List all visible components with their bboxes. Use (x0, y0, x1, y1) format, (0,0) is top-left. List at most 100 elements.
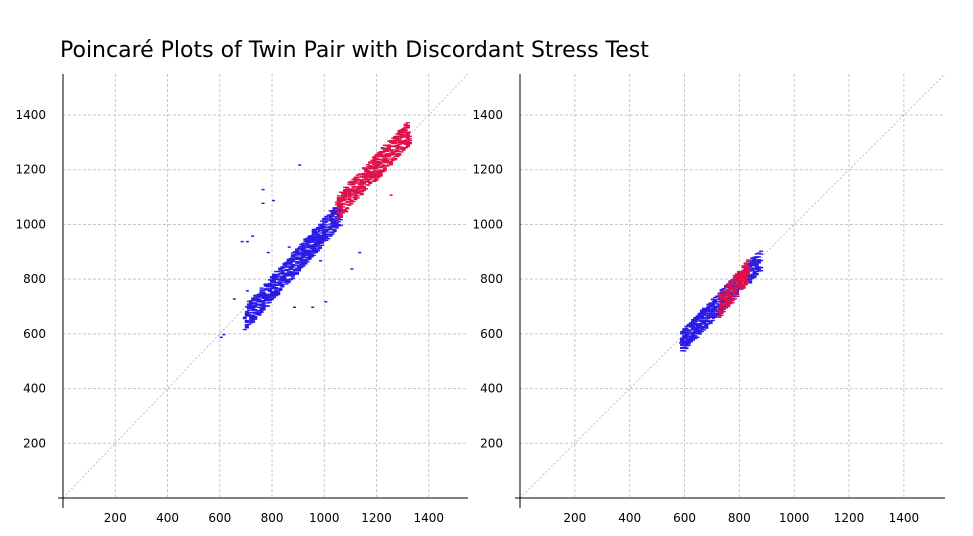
scatter-point (697, 323, 702, 325)
scatter-point (322, 233, 327, 235)
scatter-point (295, 252, 300, 255)
scatter-point (357, 173, 362, 175)
scatter-point (726, 293, 731, 295)
scatter-point (397, 139, 402, 141)
scatter-point (341, 198, 346, 201)
scatter-point (313, 232, 318, 235)
scatter-point (395, 149, 400, 151)
scatter-point (297, 247, 302, 250)
scatter-point (695, 324, 700, 326)
scatter-point (246, 312, 251, 314)
scatter-point (391, 149, 396, 151)
scatter-point (320, 232, 325, 234)
scatter-point (295, 267, 300, 269)
scatter-point (284, 280, 289, 283)
scatter-point (280, 266, 285, 268)
scatter-point (332, 210, 337, 212)
scatter-point (368, 162, 373, 164)
scatter-point (384, 155, 389, 157)
scatter-point (752, 273, 757, 276)
scatter-point (397, 153, 402, 155)
scatter-point (303, 239, 308, 241)
scatter-point (324, 233, 329, 236)
scatter-point (732, 281, 737, 283)
scatter-point (759, 270, 764, 272)
scatter-point (318, 242, 323, 244)
scatter-point (332, 212, 337, 214)
scatter-point (355, 182, 360, 184)
scatter-point (261, 296, 266, 298)
scatter-point (366, 171, 371, 173)
scatter-point (384, 153, 389, 155)
scatter-point (309, 254, 314, 256)
scatter-point (403, 129, 408, 131)
scatter-point (384, 145, 389, 147)
scatter-point (246, 315, 251, 317)
scatter-point (758, 260, 762, 262)
scatter-point (706, 320, 710, 322)
scatter-point (684, 347, 689, 349)
scatter-point (322, 223, 327, 226)
scatter-point (255, 309, 260, 312)
scatter-point (315, 248, 320, 250)
scatter-point (372, 180, 377, 183)
scatter-point (351, 200, 356, 203)
scatter-point (376, 170, 381, 172)
scatter-point (332, 224, 337, 227)
scatter-point (322, 217, 327, 220)
scatter-point (311, 239, 316, 242)
scatter-point (759, 266, 764, 269)
scatter-point (695, 328, 699, 330)
scatter-point (284, 279, 289, 282)
scatter-point (741, 271, 746, 273)
scatter-point (286, 275, 291, 277)
scatter-point (739, 288, 744, 290)
scatter-point (353, 186, 357, 188)
scatter-point (697, 320, 702, 322)
scatter-point (361, 188, 366, 190)
scatter-point (745, 272, 750, 274)
scatter-point (372, 156, 377, 158)
scatter-point (403, 143, 408, 145)
scatter-point (368, 181, 373, 183)
scatter-point (290, 266, 295, 268)
scatter-point (380, 155, 385, 157)
x-tick-label: 800 (728, 511, 751, 525)
scatter-point (246, 305, 251, 308)
scatter-point (257, 294, 262, 296)
scatter-point (319, 229, 323, 232)
scatter-point (713, 307, 718, 309)
scatter-point (724, 303, 728, 305)
y-tick-label: 1000 (472, 217, 503, 231)
scatter-point (259, 303, 264, 306)
scatter-point (259, 301, 264, 303)
scatter-point (743, 277, 748, 279)
scatter-point (232, 298, 236, 300)
scatter-point (320, 238, 325, 240)
scatter-point (334, 216, 339, 219)
scatter-point (702, 321, 707, 324)
scatter-point (399, 135, 404, 137)
scatter-point (719, 305, 724, 308)
scatter-point (328, 234, 333, 236)
scatter-point (393, 142, 398, 144)
scatter-point (403, 139, 408, 141)
scatter-point (378, 158, 383, 161)
scatter-point (734, 291, 739, 293)
scatter-point (274, 289, 279, 291)
x-tick-label: 1000 (779, 511, 810, 525)
scatter-point (382, 149, 387, 151)
scatter-point (389, 139, 394, 142)
scatter-point (368, 168, 373, 170)
scatter-point (387, 158, 391, 160)
scatter-point (297, 258, 302, 261)
scatter-point (251, 318, 256, 320)
scatter-point (272, 296, 277, 299)
scatter-point (697, 326, 702, 329)
scatter-point (322, 239, 327, 241)
scatter-point (697, 318, 702, 320)
scatter-point (288, 273, 293, 275)
scatter-point (737, 277, 742, 280)
scatter-point (399, 151, 404, 153)
scatter-point (322, 240, 327, 242)
